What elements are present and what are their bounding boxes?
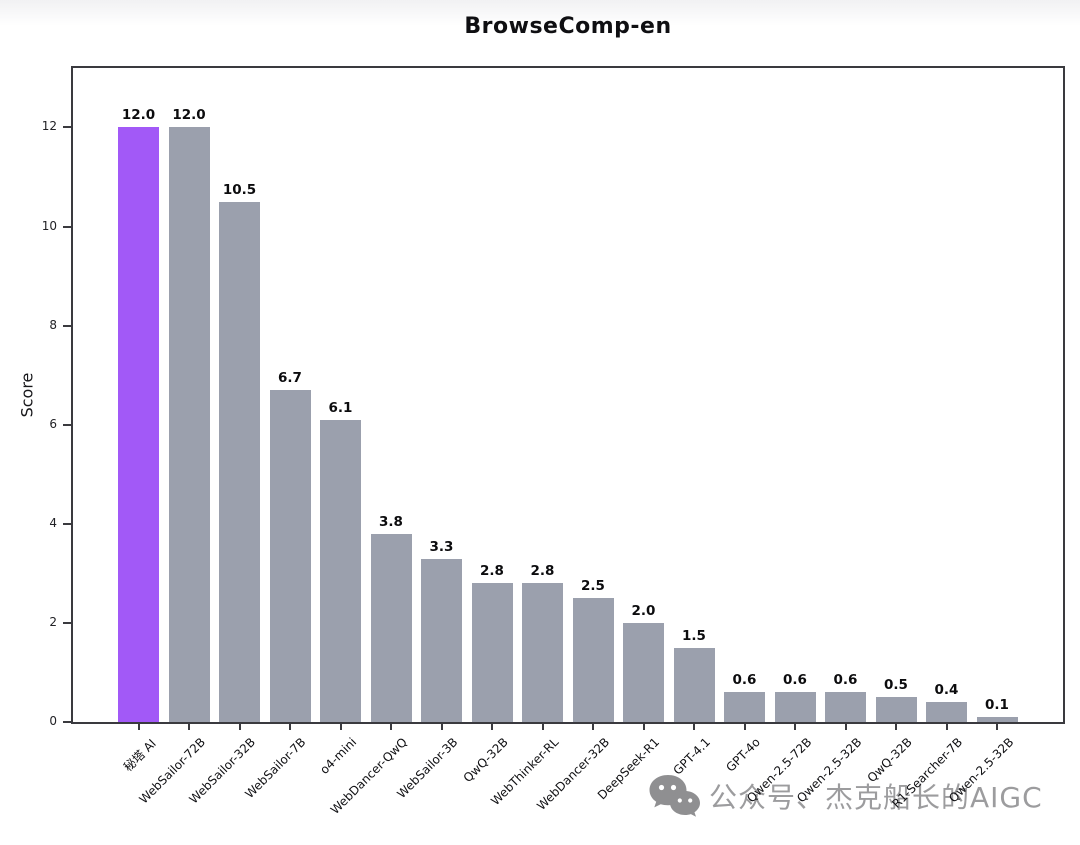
plot-area: 0 2 4 6 8 10 12 12.0 秘塔 AI 12.0 WebSailor-72B 10.5 W… [42, 66, 1065, 817]
bar [168, 127, 210, 722]
bar-value-label: 0.5 [884, 677, 908, 694]
x-tick-mark [289, 724, 291, 730]
bar-value-label: 1.5 [682, 627, 706, 644]
bar [774, 692, 816, 722]
bar [825, 692, 866, 722]
x-tick-mark [541, 724, 544, 730]
bar [118, 127, 159, 722]
bar-value-label: 0.1 [985, 697, 1009, 714]
x-tick-mark [844, 724, 847, 730]
y-tick-mark [63, 126, 71, 129]
bar [976, 717, 1018, 722]
x-tick-label: GPT-4.1 [670, 735, 713, 778]
x-tick-mark [743, 724, 746, 730]
bar [370, 533, 412, 722]
bar [522, 583, 563, 722]
y-tick-label: 2 [49, 614, 57, 629]
watermark-text: 公众号、杰克船长的AIGC [709, 781, 1043, 814]
watermark: 公众号、杰克船长的AIGC [648, 774, 1043, 818]
x-tick-mark [390, 724, 392, 730]
x-tick-label: 秘塔 AI [120, 736, 159, 775]
x-tick-mark [339, 724, 342, 730]
y-tick-label: 10 [41, 218, 57, 233]
y-tick-mark [63, 225, 71, 228]
x-tick-mark [440, 724, 443, 730]
wechat-icon [649, 775, 700, 817]
bar [623, 622, 664, 722]
bar [421, 558, 462, 722]
bar [471, 583, 513, 722]
bar-value-label: 6.7 [278, 370, 302, 387]
x-tick-mark [895, 724, 897, 730]
bar-value-label: 2.0 [631, 602, 656, 619]
bar-value-label: 2.5 [581, 578, 605, 595]
y-tick-label: 12 [41, 119, 57, 134]
y-tick-mark [63, 423, 71, 426]
y-tick-mark [63, 324, 71, 327]
y-axis-label: Score [17, 372, 37, 418]
bar-value-label: 2.8 [530, 563, 555, 580]
x-tick-label: QwQ-32B [460, 735, 511, 786]
y-tick-label: 4 [49, 515, 57, 530]
bar [269, 390, 311, 722]
chart-title: BrowseComp-en [464, 14, 672, 39]
x-tick-mark [996, 724, 998, 730]
bar-value-label: 2.8 [480, 563, 504, 580]
x-tick-mark [592, 724, 594, 730]
bar [219, 201, 260, 722]
bar-value-label: 12.0 [172, 107, 206, 124]
bar-value-label: 0.6 [833, 672, 858, 689]
bar-value-label: 3.3 [429, 538, 454, 555]
bar-value-label: 0.6 [732, 672, 757, 689]
bar [875, 697, 917, 722]
bar [320, 419, 361, 722]
x-tick-mark [945, 724, 948, 730]
bar [926, 702, 967, 722]
bar-value-label: 0.4 [934, 682, 959, 699]
y-tick-label: 0 [49, 714, 57, 728]
bar [724, 692, 765, 722]
bar-value-label: 12.0 [121, 107, 156, 124]
bar [572, 598, 614, 722]
x-tick-label: o4-mini [317, 735, 360, 777]
bar-value-label: 6.1 [328, 399, 353, 416]
x-tick-mark [491, 724, 493, 730]
x-tick-mark [188, 724, 190, 730]
x-tick-mark [137, 724, 140, 730]
x-tick-mark [238, 724, 241, 730]
x-tick-label: GPT-4o [723, 735, 764, 775]
bar-value-label: 3.8 [379, 513, 403, 530]
bar [673, 647, 715, 722]
bar-value-label: 0.6 [783, 672, 807, 689]
y-tick-label: 8 [49, 317, 57, 332]
y-tick-mark [63, 621, 71, 624]
y-tick-mark [63, 522, 71, 525]
y-tick-mark [63, 721, 71, 723]
x-tick-mark [642, 724, 645, 730]
x-tick-mark [693, 724, 695, 730]
x-tick-mark [794, 724, 796, 730]
y-tick-label: 6 [49, 416, 57, 431]
bar-value-label: 10.5 [222, 181, 257, 198]
